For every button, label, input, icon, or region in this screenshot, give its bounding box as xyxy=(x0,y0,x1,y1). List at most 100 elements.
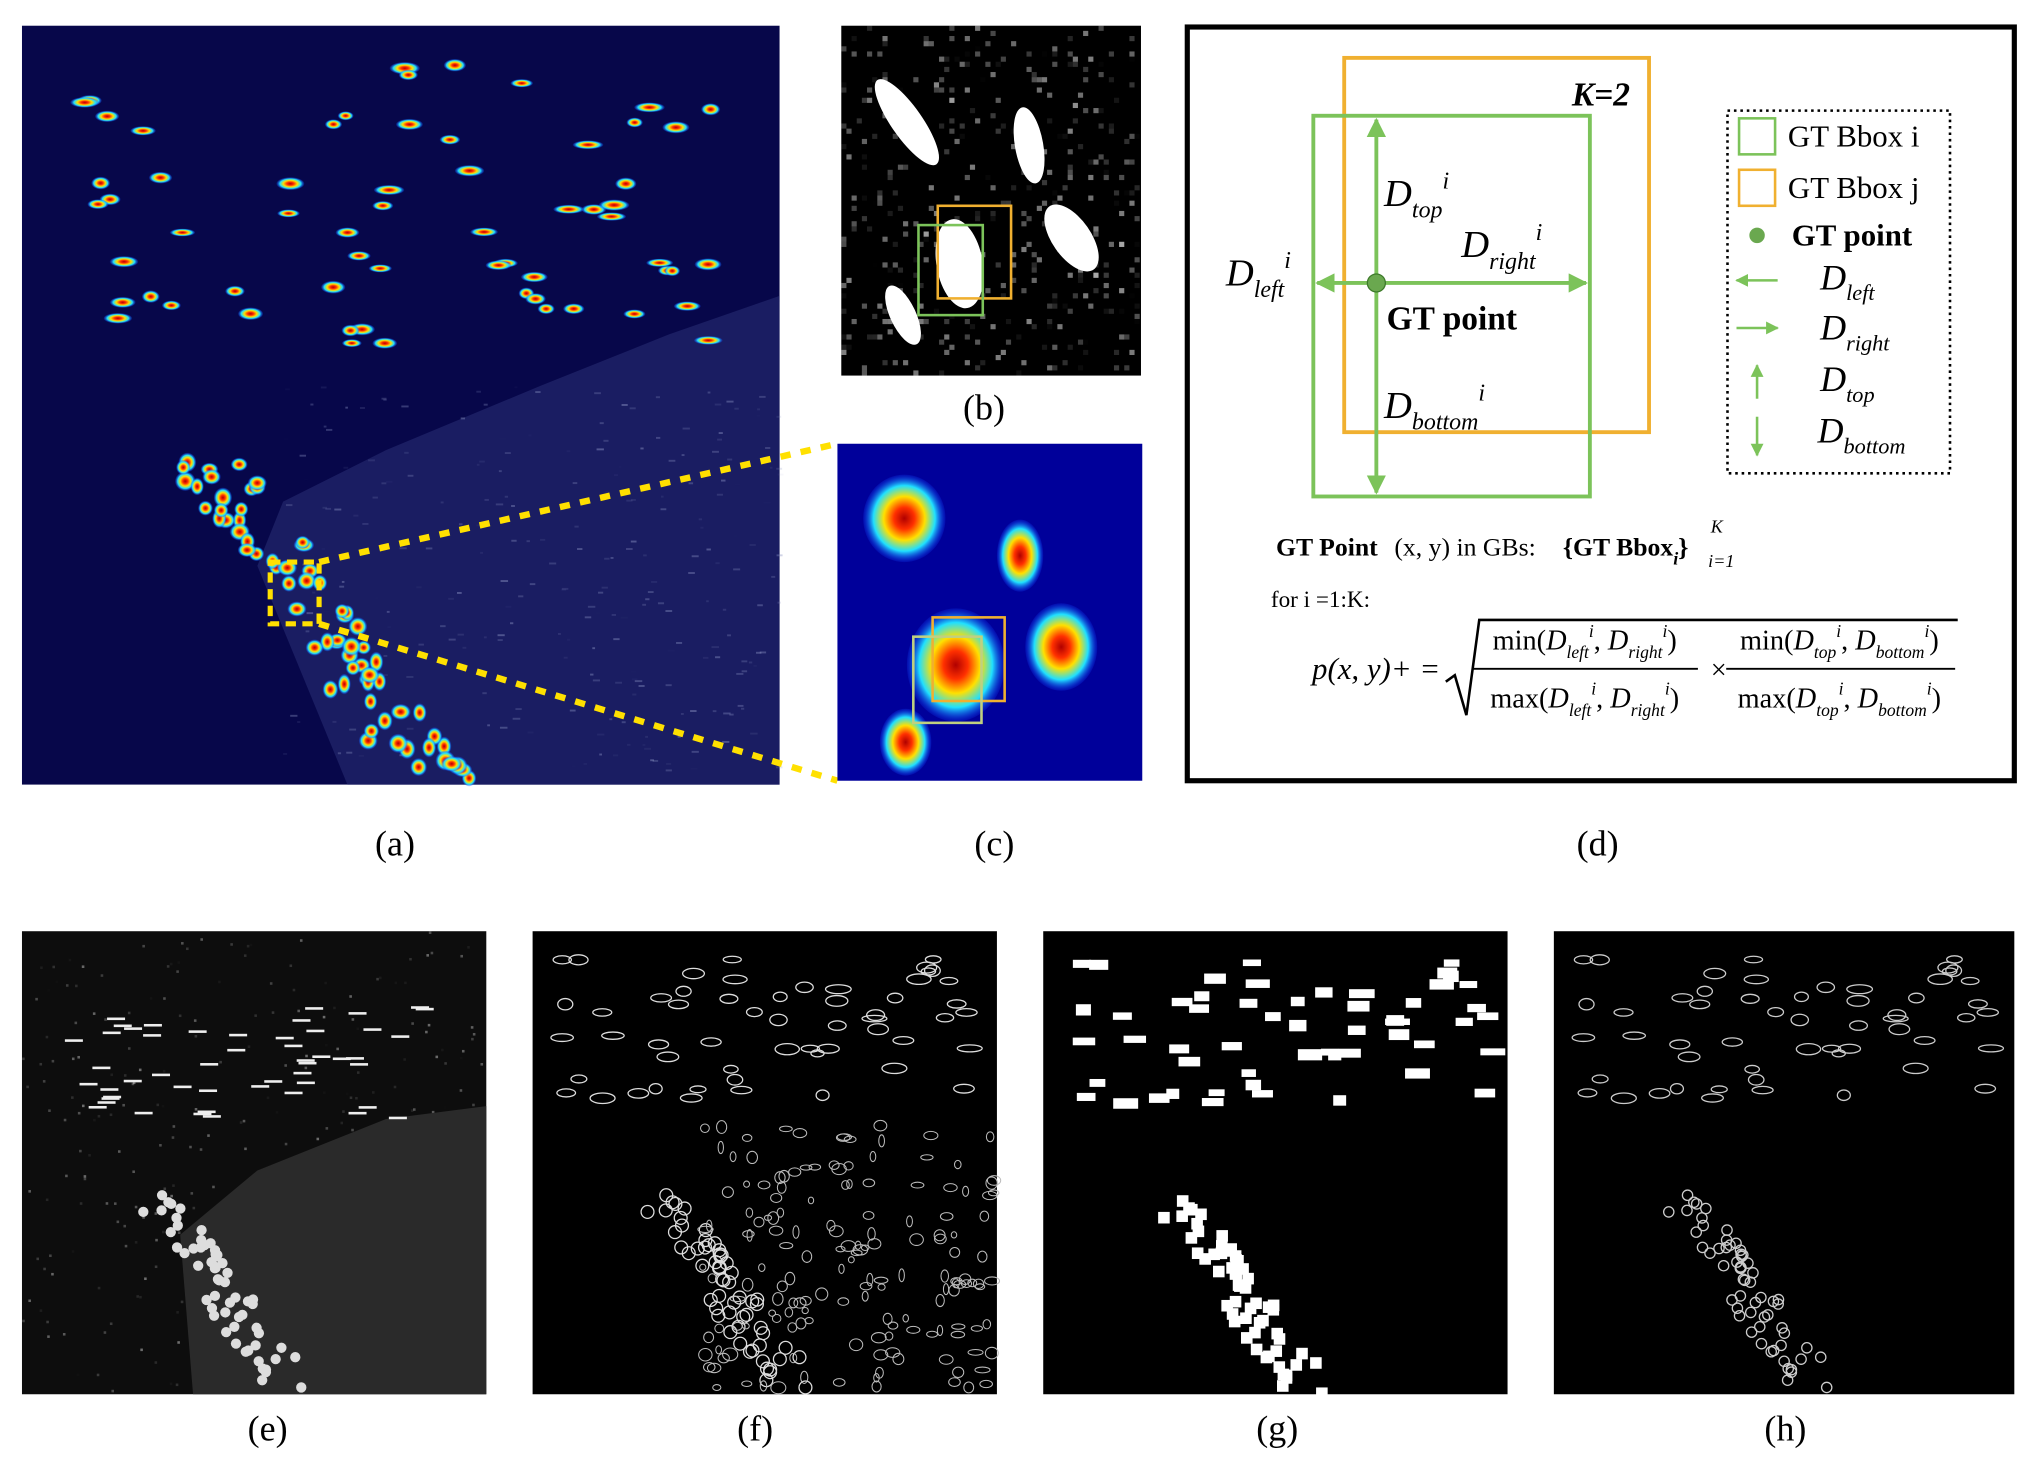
speckle xyxy=(892,133,898,139)
ship-outline xyxy=(697,1240,713,1255)
ship-mask xyxy=(1265,1012,1281,1022)
ship-outline xyxy=(233,1311,245,1323)
speckle xyxy=(949,87,955,93)
ship-mask xyxy=(1290,996,1305,1007)
speckle xyxy=(1098,25,1104,31)
speckle xyxy=(65,984,69,987)
ship-outline xyxy=(810,1049,825,1058)
speckle xyxy=(933,82,940,88)
ship-outline xyxy=(681,1246,696,1261)
ship-outline xyxy=(250,1340,261,1351)
speckle xyxy=(923,41,929,47)
panel-g xyxy=(1043,931,1508,1395)
ship-outline xyxy=(247,1298,258,1310)
speckle xyxy=(177,1231,181,1235)
land-texture xyxy=(750,732,758,735)
ship-outline xyxy=(1589,954,1610,966)
ship-streak xyxy=(348,1111,367,1115)
speckle xyxy=(83,1175,87,1178)
land-texture xyxy=(665,769,672,772)
ship-outline xyxy=(1941,967,1958,976)
speckle xyxy=(1000,123,1006,129)
ship-outline xyxy=(156,1205,167,1216)
speckle xyxy=(170,1383,173,1386)
land-texture xyxy=(691,555,699,558)
ship-outline xyxy=(1578,997,1595,1011)
term-main: D xyxy=(1460,224,1489,266)
speckle xyxy=(1052,46,1058,52)
ship-heat xyxy=(341,324,360,337)
land-texture xyxy=(353,514,359,517)
ship-heat xyxy=(225,285,245,297)
land-texture xyxy=(514,386,518,389)
speckle xyxy=(162,1230,165,1234)
ship-streak xyxy=(415,1007,434,1011)
land-texture xyxy=(557,632,561,635)
speckle xyxy=(403,1058,406,1061)
speckle xyxy=(867,87,873,93)
land-texture xyxy=(722,740,730,743)
land-texture xyxy=(702,656,709,659)
land-texture xyxy=(476,524,481,527)
ship-outline xyxy=(739,1307,754,1322)
land-texture xyxy=(599,753,602,756)
ship-outline xyxy=(1743,974,1770,985)
speckle xyxy=(841,123,847,129)
speckle xyxy=(1098,123,1104,129)
zoom-line xyxy=(318,440,839,566)
legend-text: GT Bbox i xyxy=(1788,120,1919,154)
land-outline xyxy=(746,1150,759,1165)
ship-streak xyxy=(275,1036,294,1040)
land-texture xyxy=(323,425,327,428)
term-sub: left xyxy=(1846,280,1875,305)
land-texture xyxy=(362,522,369,525)
land-outline xyxy=(906,1215,913,1228)
speckle xyxy=(1108,128,1114,134)
speckle xyxy=(63,1118,67,1122)
land-texture xyxy=(651,580,658,583)
speckle xyxy=(846,128,852,134)
ship-mask xyxy=(1459,981,1478,989)
land-outline xyxy=(715,1345,723,1355)
speckle xyxy=(410,1109,414,1112)
ship-heat xyxy=(646,258,674,267)
land-outline xyxy=(716,1120,728,1134)
ship-heat xyxy=(234,501,249,517)
speckle xyxy=(1108,123,1114,129)
land-texture xyxy=(759,651,767,654)
speckle xyxy=(150,997,153,1000)
land-outline xyxy=(697,1225,714,1234)
ship-outline xyxy=(1662,1206,1675,1218)
ship-outline xyxy=(199,1240,210,1251)
ship-mask xyxy=(1113,1098,1139,1109)
ship-outline xyxy=(210,1249,221,1260)
speckle xyxy=(123,1074,127,1077)
land-outline xyxy=(920,1154,934,1161)
ship-outline xyxy=(138,1206,149,1218)
speckle xyxy=(40,966,43,970)
speckle xyxy=(846,154,852,160)
land-texture xyxy=(681,454,685,457)
ship-outline xyxy=(1849,1020,1869,1031)
ship-outline xyxy=(647,1039,670,1050)
speckle xyxy=(199,1148,203,1151)
ship-heat xyxy=(130,126,156,136)
ship-outline xyxy=(749,1296,764,1312)
speckle xyxy=(171,1136,175,1139)
speckle xyxy=(1041,344,1048,350)
ship-outline xyxy=(795,981,814,994)
land-texture xyxy=(497,634,505,637)
land-texture xyxy=(655,436,661,439)
term-sub: right xyxy=(1628,642,1663,662)
speckle xyxy=(372,1091,375,1094)
land-texture xyxy=(572,482,578,485)
speckle xyxy=(964,61,970,67)
ship-mask xyxy=(1112,1012,1132,1020)
ship-heat xyxy=(190,477,204,496)
ship-mask xyxy=(1245,1079,1262,1091)
speckle xyxy=(162,1105,165,1108)
speckle xyxy=(75,984,78,988)
term-sub: left xyxy=(1569,700,1593,720)
speckle xyxy=(1134,282,1140,289)
speckle xyxy=(939,77,945,83)
